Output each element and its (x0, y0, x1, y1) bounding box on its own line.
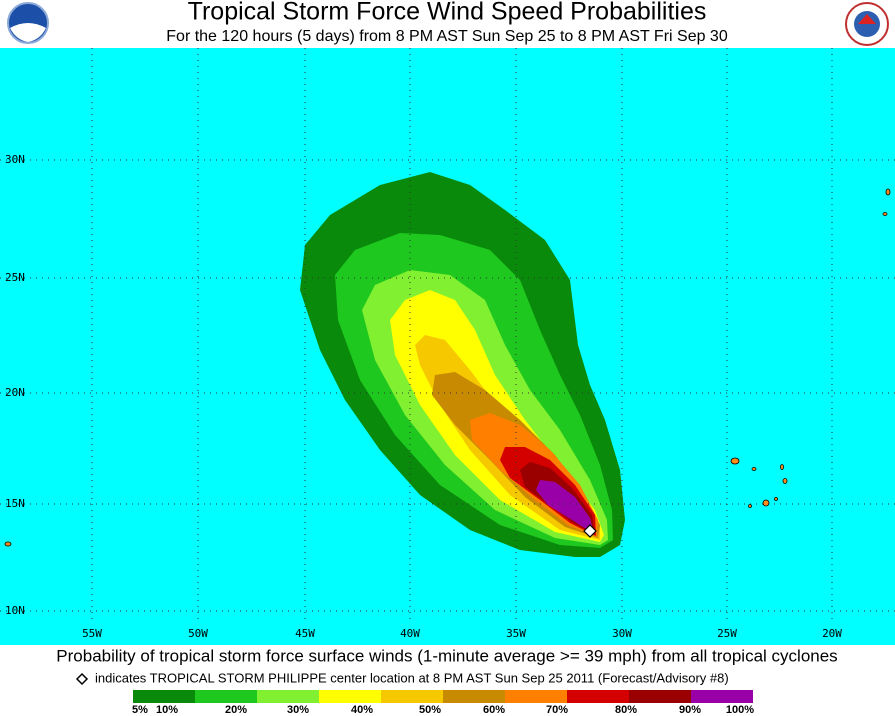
legend-label: 50% (419, 704, 441, 716)
latitude-label: 15N (5, 497, 25, 510)
longitude-label: 30W (612, 627, 632, 640)
legend-label: 40% (351, 704, 373, 716)
legend-label: 10% (156, 704, 178, 716)
latitude-label: 20N (5, 386, 25, 399)
legend-label: 30% (287, 704, 309, 716)
storm-center (583, 524, 597, 538)
longitude-label: 50W (188, 627, 208, 640)
note: indicates TROPICAL STORM PHILIPPE center… (95, 670, 729, 685)
legend-label: 20% (225, 704, 247, 716)
legend-label: 5% (132, 704, 148, 716)
legend-label: 90% (679, 704, 701, 716)
latitude-label: 25N (5, 271, 25, 284)
legend-swatch (505, 690, 567, 703)
legend-swatch (257, 690, 319, 703)
legend-swatch (567, 690, 629, 703)
graticule: 30N 25N 20N 15N 10N 55W 50W 45W 40W 35W 30W 25W 20W (0, 48, 895, 640)
legend-swatch (195, 690, 257, 703)
probability-bands (300, 172, 625, 557)
legend-swatch (381, 690, 443, 703)
longitude-label: 35W (506, 627, 526, 640)
legend-swatch (443, 690, 505, 703)
subtitle: For the 120 hours (5 days) from 8 PM AST… (166, 28, 728, 45)
legend-label: 100% (726, 704, 754, 716)
legend-swatch (629, 690, 691, 703)
longitude-label: 40W (400, 627, 420, 640)
longitude-label: 45W (295, 627, 315, 640)
noaa-logo (7, 2, 49, 44)
caption: Probability of tropical storm force surf… (56, 646, 837, 665)
latitude-label: 10N (5, 604, 25, 617)
title: Tropical Storm Force Wind Speed Probabil… (188, 0, 707, 26)
legend-swatch (691, 690, 753, 703)
islands (4, 188, 891, 547)
legend-label: 80% (615, 704, 637, 716)
legend: 5% 10% 20% 30% 40% 50% 60% 70% 80% 90% 100% (132, 690, 754, 716)
legend-label: 60% (483, 704, 505, 716)
diamond-symbol (75, 672, 89, 686)
legend-swatch (319, 690, 381, 703)
longitude-label: 25W (717, 627, 737, 640)
nws-logo (845, 2, 889, 46)
longitude-label: 20W (822, 627, 842, 640)
probability-band (536, 480, 594, 534)
legend-swatch (133, 690, 195, 703)
latitude-label: 30N (5, 153, 25, 166)
legend-label: 70% (546, 704, 568, 716)
longitude-label: 55W (82, 627, 102, 640)
